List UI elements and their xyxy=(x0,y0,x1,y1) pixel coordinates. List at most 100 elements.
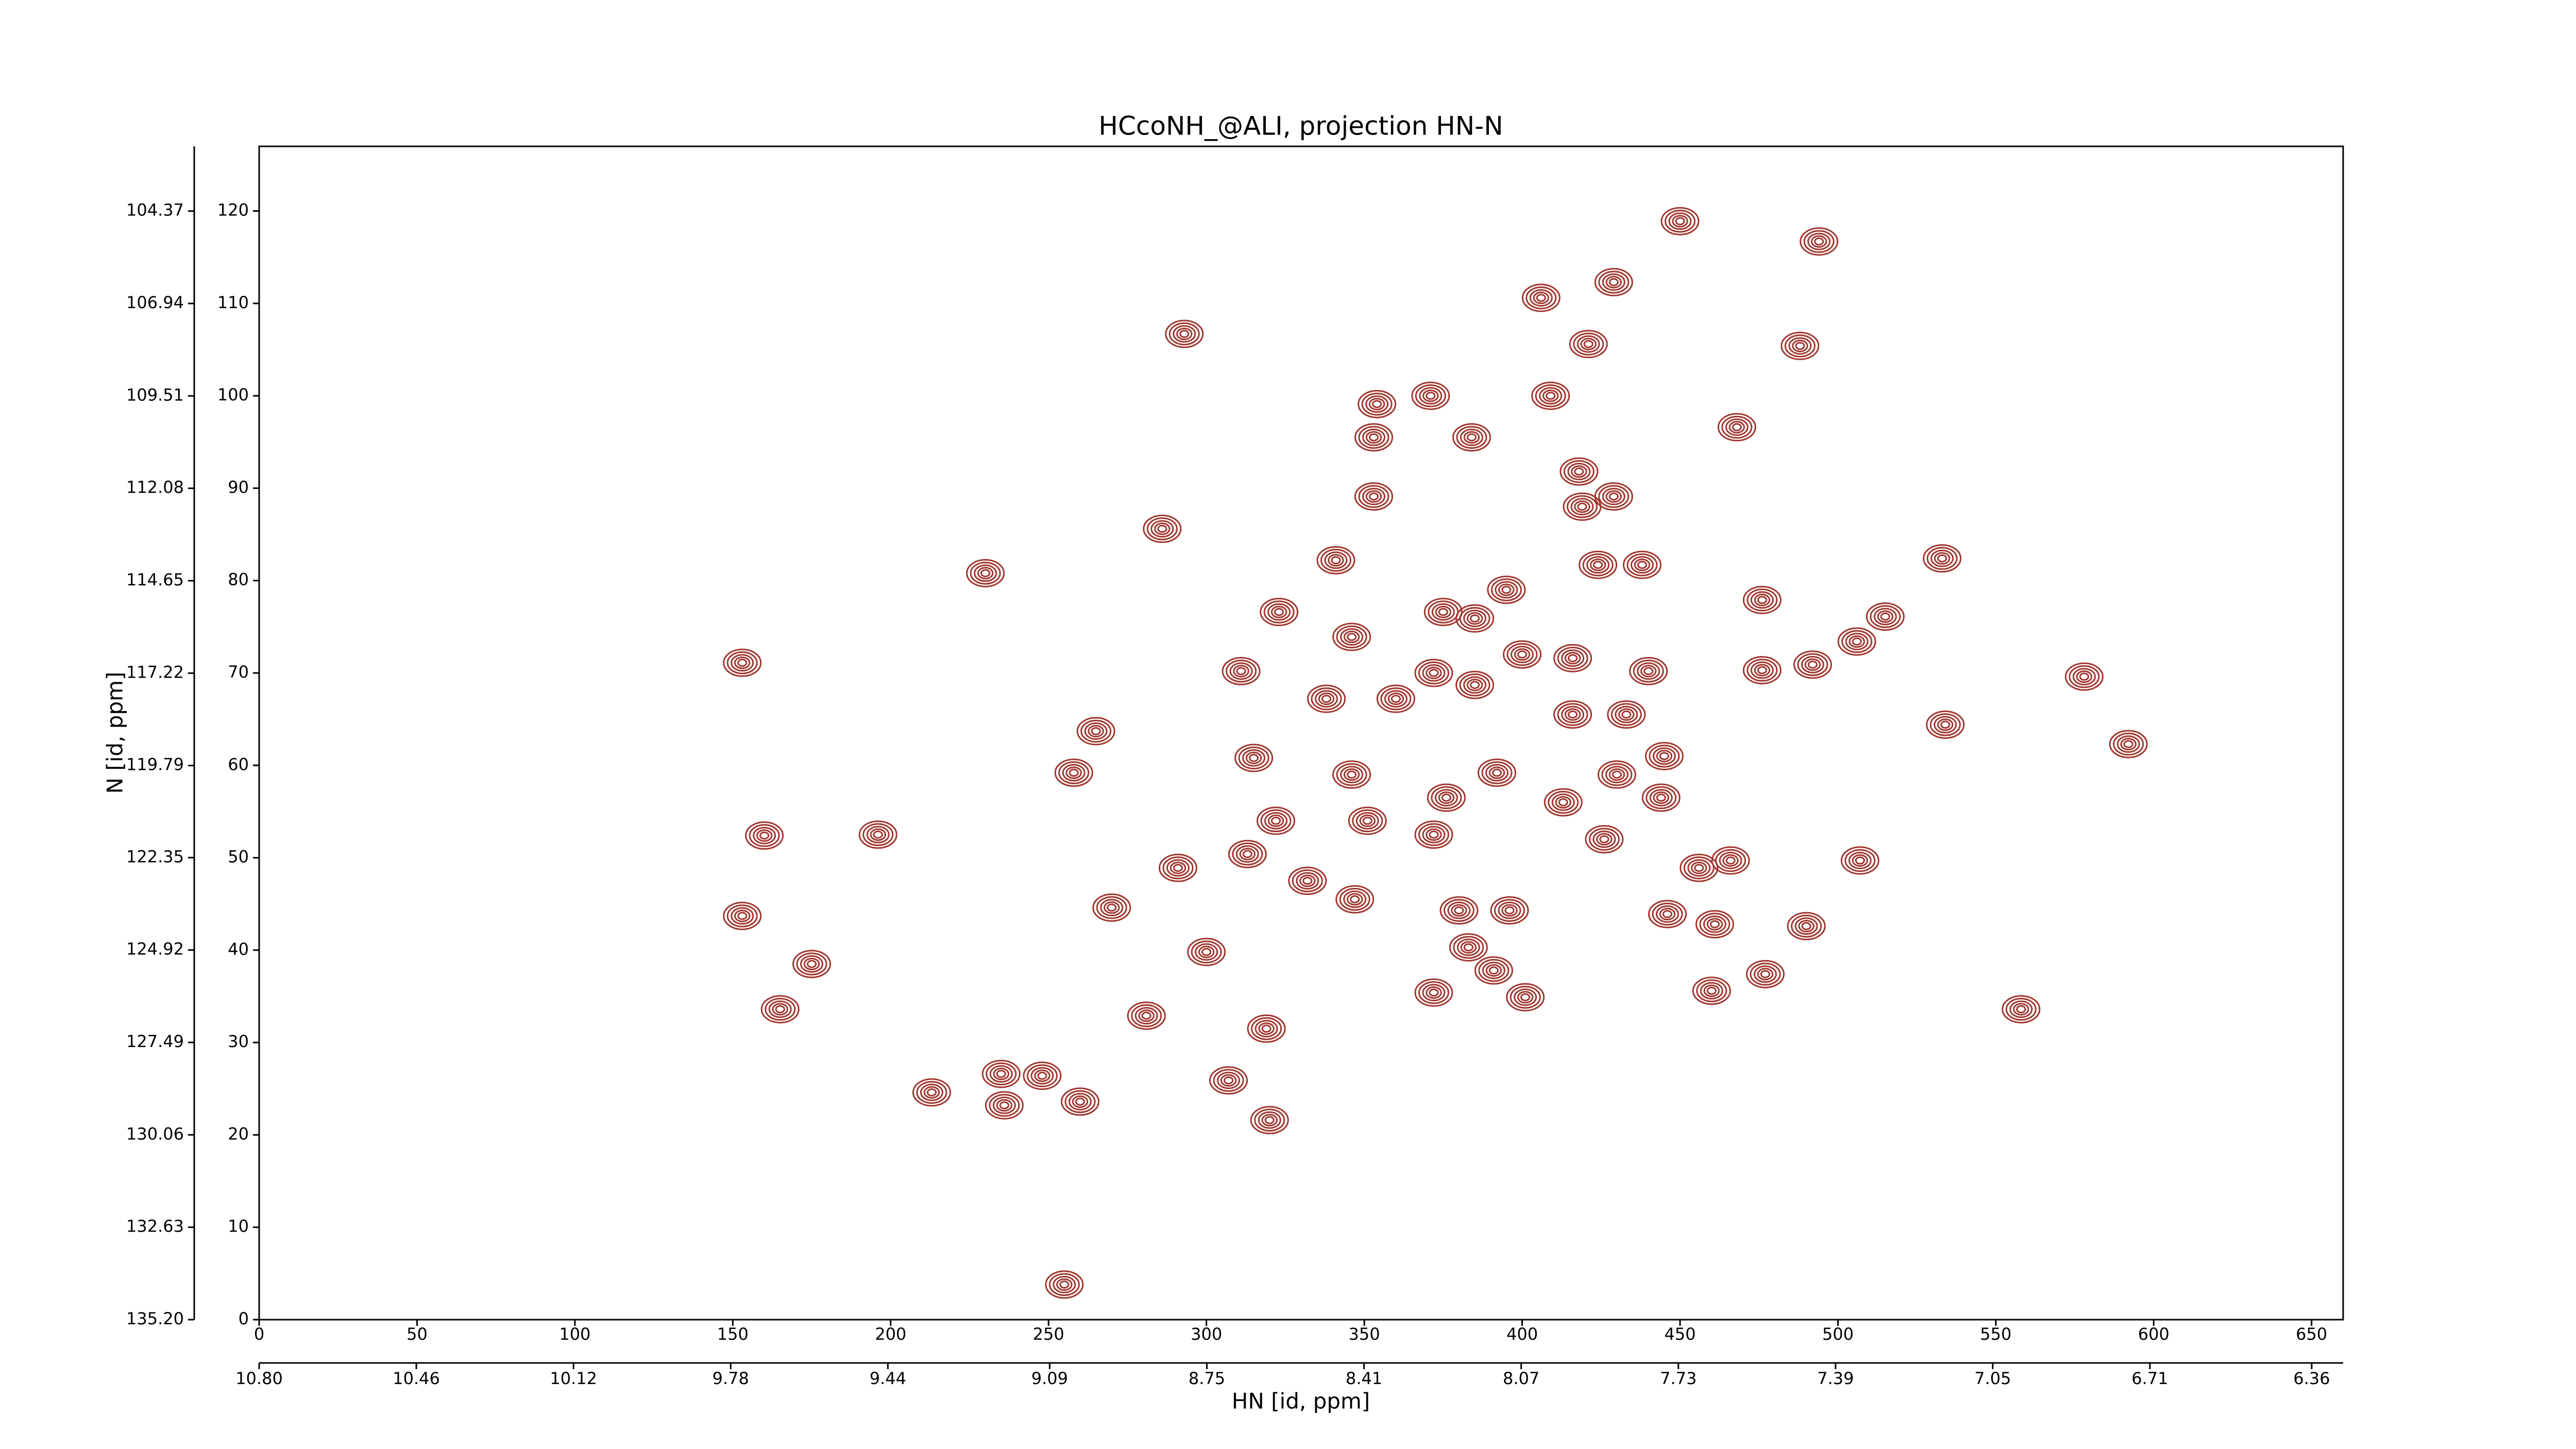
peak xyxy=(1332,622,1371,651)
contour-line xyxy=(1592,830,1616,848)
ppm-x-tick-label: 10.46 xyxy=(393,1369,440,1388)
peak xyxy=(1648,900,1687,929)
contour-line xyxy=(1794,917,1818,935)
contour-line xyxy=(1797,653,1828,677)
contour-line xyxy=(1754,664,1771,677)
contour-line xyxy=(1602,273,1625,291)
contour-line xyxy=(1781,331,1820,360)
contour-line xyxy=(1340,628,1364,646)
contour-line xyxy=(1075,1098,1086,1106)
contour-line xyxy=(1270,817,1281,825)
contour-line xyxy=(1254,1108,1285,1132)
contour-line xyxy=(1561,705,1585,723)
contour-line xyxy=(858,820,897,849)
contour-line xyxy=(1880,612,1890,621)
contour-line xyxy=(1321,695,1332,703)
contour-line xyxy=(1601,763,1633,786)
contour-line xyxy=(800,955,824,973)
contour-line xyxy=(1791,914,1822,938)
x-tick-label: 400 xyxy=(1506,1324,1538,1344)
contour-line xyxy=(1104,901,1120,914)
peak xyxy=(1487,576,1526,604)
contour-line xyxy=(1466,433,1477,442)
peak xyxy=(1711,846,1750,875)
contour-line xyxy=(1605,766,1629,784)
contour-line xyxy=(1926,547,1958,570)
contour-line xyxy=(1711,846,1750,875)
contour-line xyxy=(1054,759,1093,787)
contour-line xyxy=(1544,788,1583,817)
contour-line xyxy=(1332,622,1371,651)
contour-line xyxy=(1296,872,1319,890)
contour-line xyxy=(1127,1001,1166,1030)
contour-line xyxy=(1570,498,1594,516)
contour-line xyxy=(1533,291,1550,305)
contour-line xyxy=(1059,1280,1070,1289)
contour-line xyxy=(1583,340,1594,348)
contour-line xyxy=(1096,896,1127,919)
contour-line xyxy=(1877,610,1894,623)
peak xyxy=(1585,825,1624,854)
ppm-x-tick-label: 10.80 xyxy=(235,1369,283,1388)
contour-line xyxy=(1168,322,1200,346)
contour-line xyxy=(1605,276,1622,289)
peak xyxy=(1414,659,1453,687)
contour-line xyxy=(723,901,762,930)
contour-line xyxy=(1598,485,1630,508)
contour-line xyxy=(1423,598,1463,627)
x-tick-label: 600 xyxy=(2138,1324,2170,1344)
contour-line xyxy=(1517,991,1534,1004)
contour-line xyxy=(1463,676,1487,694)
contour-line xyxy=(1235,845,1259,863)
peak xyxy=(985,1091,1024,1120)
peak xyxy=(1288,866,1327,895)
contour-line xyxy=(1848,851,1872,869)
contour-line xyxy=(1459,673,1490,697)
peak xyxy=(2064,662,2104,691)
contour-line xyxy=(737,912,748,920)
peak xyxy=(1260,598,1299,627)
contour-line xyxy=(796,952,827,975)
contour-line xyxy=(1143,514,1182,543)
contour-line xyxy=(1937,718,1954,731)
contour-line xyxy=(1201,948,1212,956)
contour-line xyxy=(1709,920,1720,929)
peak xyxy=(1234,744,1274,772)
ppm-y-tick-label: 112.08 xyxy=(126,478,184,497)
contour-line xyxy=(1633,660,1664,683)
contour-line xyxy=(1451,904,1467,917)
peak xyxy=(1742,656,1782,685)
contour-line xyxy=(1494,899,1526,922)
contour-line xyxy=(1930,549,1954,567)
contour-line xyxy=(1659,752,1669,761)
contour-line xyxy=(1422,825,1446,844)
x-tick-label: 0 xyxy=(254,1324,264,1344)
contour-line xyxy=(1555,796,1571,809)
contour-line xyxy=(1643,667,1654,676)
contour-line xyxy=(1596,833,1613,846)
contour-line xyxy=(1170,862,1187,874)
contour-line xyxy=(1923,544,1962,573)
ppm-x-tick-label: 7.73 xyxy=(1660,1369,1697,1388)
contour-line xyxy=(1213,1069,1244,1092)
contour-line xyxy=(1844,849,1876,872)
ppm-y-tick-label: 124.92 xyxy=(126,939,184,959)
peak xyxy=(1531,381,1570,410)
contour-line xyxy=(772,1003,788,1016)
contour-line xyxy=(1267,814,1284,827)
contour-line xyxy=(1553,644,1592,672)
contour-line xyxy=(1798,920,1815,933)
y-tick-label: 80 xyxy=(228,570,249,589)
contour-line xyxy=(1506,643,1538,666)
ppm-x-tick-label: 8.07 xyxy=(1503,1369,1539,1388)
contour-line xyxy=(1621,710,1632,719)
contour-line xyxy=(1539,387,1563,405)
contour-line xyxy=(989,1065,1013,1083)
contour-line xyxy=(1750,591,1774,609)
contour-line xyxy=(1141,1012,1151,1020)
peak xyxy=(1165,319,1204,348)
contour-line xyxy=(1501,585,1512,594)
contour-line xyxy=(1622,550,1662,579)
contour-line xyxy=(1419,387,1443,405)
contour-line xyxy=(1586,556,1610,574)
